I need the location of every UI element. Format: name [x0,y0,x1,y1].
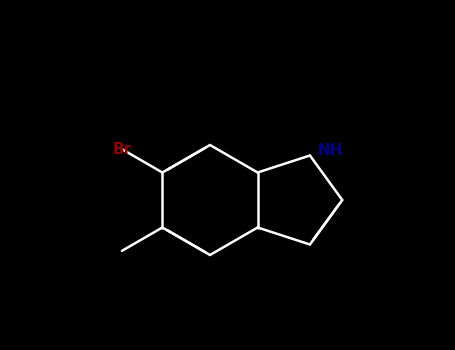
Text: NH: NH [318,143,344,158]
Text: Br: Br [112,142,131,157]
